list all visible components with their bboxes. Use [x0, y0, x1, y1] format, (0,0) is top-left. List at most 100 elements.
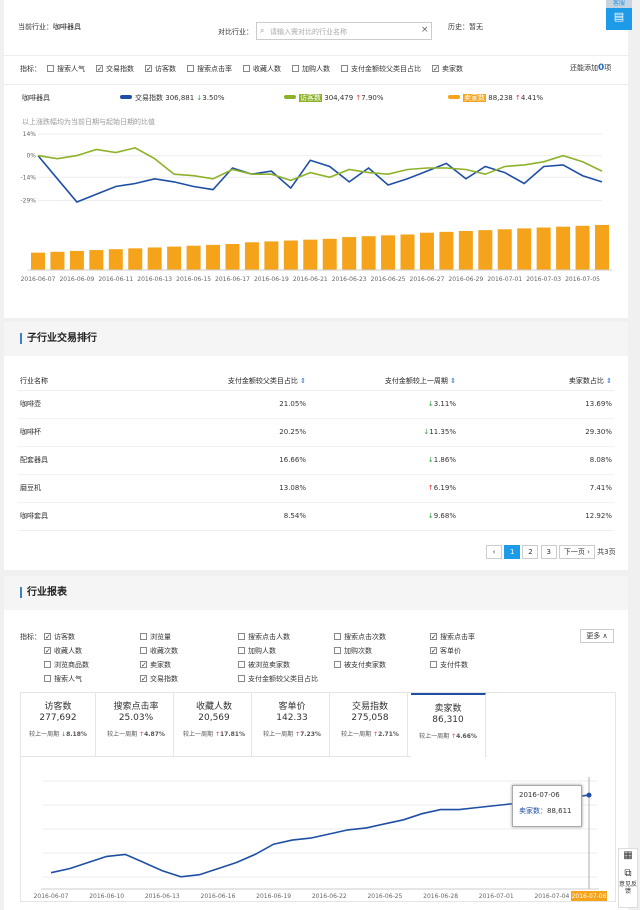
report-metric-option[interactable]: 搜索点击人数: [238, 632, 290, 642]
metric-tile[interactable]: 搜索点击率 25.03% 较上一周期 ↑4.87%: [99, 693, 174, 757]
next-page-button[interactable]: 下一页 ›: [558, 545, 595, 559]
checkbox[interactable]: [140, 647, 147, 654]
checkbox[interactable]: [334, 633, 341, 640]
page-button[interactable]: 3: [540, 545, 557, 559]
feedback-link[interactable]: 意见反馈: [619, 881, 638, 895]
metric-tile[interactable]: 访客数 277,692 较上一周期 ↓8.18%: [21, 693, 96, 757]
metric-label: 被支付卖家数: [344, 661, 386, 669]
checkbox[interactable]: [47, 65, 54, 72]
report-metric-option[interactable]: 搜索点击次数: [334, 632, 386, 642]
external-link-icon[interactable]: ⧉: [624, 868, 632, 879]
metric-tile[interactable]: 卖家数 86,310 较上一周期 ↑4.66%: [411, 693, 486, 757]
prev-page-button[interactable]: ‹: [486, 545, 502, 559]
checkbox[interactable]: [140, 675, 147, 682]
checkbox[interactable]: [430, 661, 437, 668]
table-cell: 咖啡杯: [18, 418, 158, 447]
rank-header[interactable]: 支付金额较上一周期 ⇕: [308, 372, 458, 391]
checkbox[interactable]: [238, 675, 245, 682]
checkbox[interactable]: [334, 661, 341, 668]
x-tick-label: 2016-06-07: [21, 276, 56, 283]
tile-delta: 4.87%: [144, 731, 165, 738]
checkbox[interactable]: [334, 647, 341, 654]
table-row[interactable]: 配套器具 16.66% ↓1.86% 8.08%: [18, 446, 614, 475]
checkbox[interactable]: [238, 633, 245, 640]
table-row[interactable]: 咖啡壶 21.05% ↓3.11% 13.69%: [18, 390, 614, 419]
report-metric-option[interactable]: 浏览商品数: [44, 660, 89, 670]
metric-option[interactable]: 加购人数: [292, 65, 330, 73]
checkbox[interactable]: [187, 65, 194, 72]
report-metric-option[interactable]: 收藏人数: [44, 646, 82, 656]
report-metric-option[interactable]: 加购次数: [334, 646, 372, 656]
legend-item[interactable]: 交易指数 306,881 ↓3.50%: [120, 93, 225, 103]
search-placeholder: 请输入需对比的行业名称: [270, 28, 347, 36]
page-button[interactable]: 2: [522, 545, 539, 559]
checkbox[interactable]: [430, 633, 437, 640]
page-button[interactable]: 1: [504, 545, 521, 559]
bar-seller-count: [167, 246, 182, 270]
report-metric-option[interactable]: 客单价: [430, 646, 461, 656]
report-metric-option[interactable]: 浏览量: [140, 632, 171, 642]
metric-option[interactable]: 交易指数: [96, 65, 134, 73]
report-metric-option[interactable]: 支付件数: [430, 660, 468, 670]
checkbox[interactable]: [44, 675, 51, 682]
report-metric-option[interactable]: 被支付卖家数: [334, 660, 386, 670]
table-row[interactable]: 磨豆机 13.08% ↑6.19% 7.41%: [18, 474, 614, 503]
rank-header[interactable]: 支付金额较父类目占比 ⇕: [158, 372, 308, 391]
table-cell: 咖啡壶: [18, 390, 158, 419]
checkbox[interactable]: [44, 647, 51, 654]
checkbox[interactable]: [145, 65, 152, 72]
metric-option[interactable]: 访客数: [145, 65, 176, 73]
checkbox[interactable]: [96, 65, 103, 72]
service-button[interactable]: 客服 ▤: [606, 0, 632, 30]
report-title: 行业报表: [20, 587, 67, 598]
rank-header[interactable]: 卖家数占比 ⇕: [458, 372, 614, 391]
report-metric-option[interactable]: 支付金额较父类目占比: [238, 674, 318, 684]
metric-option[interactable]: 搜索人气: [47, 65, 85, 73]
checkbox[interactable]: [341, 65, 348, 72]
metric-option[interactable]: 支付金额较父类目占比: [341, 65, 421, 73]
metric-option[interactable]: 搜索点击率: [187, 65, 232, 73]
tile-prefix: 较上一周期: [107, 731, 138, 738]
checkbox[interactable]: [292, 65, 299, 72]
table-row[interactable]: 咖啡套具 8.54% ↓9.68% 12.92%: [18, 502, 614, 531]
clear-icon[interactable]: ×: [421, 25, 429, 35]
metric-label: 加购人数: [248, 647, 276, 655]
legend-item[interactable]: 卖家数 88,238 ↑4.41%: [448, 93, 543, 103]
checkbox[interactable]: [432, 65, 439, 72]
metric-option[interactable]: 卖家数: [432, 65, 463, 73]
bar-seller-count: [419, 232, 434, 270]
side-tools: ▦ ⧉ 意见反馈: [618, 848, 638, 908]
legend-item[interactable]: 访客数 304,479 ↑7.90%: [284, 93, 384, 103]
bar-seller-count: [381, 235, 396, 270]
arrow-up-icon: ↑: [373, 731, 379, 738]
report-metric-option[interactable]: 搜索点击率: [430, 632, 475, 642]
checkbox[interactable]: [238, 661, 245, 668]
metric-option[interactable]: 收藏人数: [243, 65, 281, 73]
report-metric-option[interactable]: 收藏次数: [140, 646, 178, 656]
report-metric-option[interactable]: 加购人数: [238, 646, 276, 656]
checkbox[interactable]: [140, 661, 147, 668]
metric-tile[interactable]: 客单价 142.33 较上一周期 ↑7.23%: [255, 693, 330, 757]
report-metric-option[interactable]: 访客数: [44, 632, 75, 642]
tile-prefix: 较上一周期: [183, 731, 214, 738]
arrow-up-icon: ↑: [139, 731, 145, 738]
metric-tile[interactable]: 收藏人数 20,569 较上一周期 ↑17.81%: [177, 693, 252, 757]
checkbox[interactable]: [243, 65, 250, 72]
report-metric-option[interactable]: 搜索人气: [44, 674, 82, 684]
compare-search-input[interactable]: ⌕ 请输入需对比的行业名称 ×: [256, 22, 432, 40]
qrcode-icon[interactable]: ▦: [623, 850, 633, 861]
report-metric-option[interactable]: 被浏览卖家数: [238, 660, 290, 670]
checkbox[interactable]: [44, 633, 51, 640]
report-metric-option[interactable]: 卖家数: [140, 660, 171, 670]
metric-tile[interactable]: 交易指数 275,058 较上一周期 ↑2.71%: [333, 693, 408, 757]
checkbox[interactable]: [140, 633, 147, 640]
checkbox[interactable]: [430, 647, 437, 654]
table-row[interactable]: 咖啡杯 20.25% ↓11.35% 29.30%: [18, 418, 614, 447]
checkbox[interactable]: [238, 647, 245, 654]
tile-delta: 17.81%: [219, 731, 245, 738]
checkbox[interactable]: [44, 661, 51, 668]
report-metric-option[interactable]: 交易指数: [140, 674, 178, 684]
more-button[interactable]: 更多 ∧: [580, 629, 614, 643]
x-tick-label: 2016-06-07: [34, 893, 69, 900]
table-cell: ↓3.11%: [308, 390, 458, 419]
